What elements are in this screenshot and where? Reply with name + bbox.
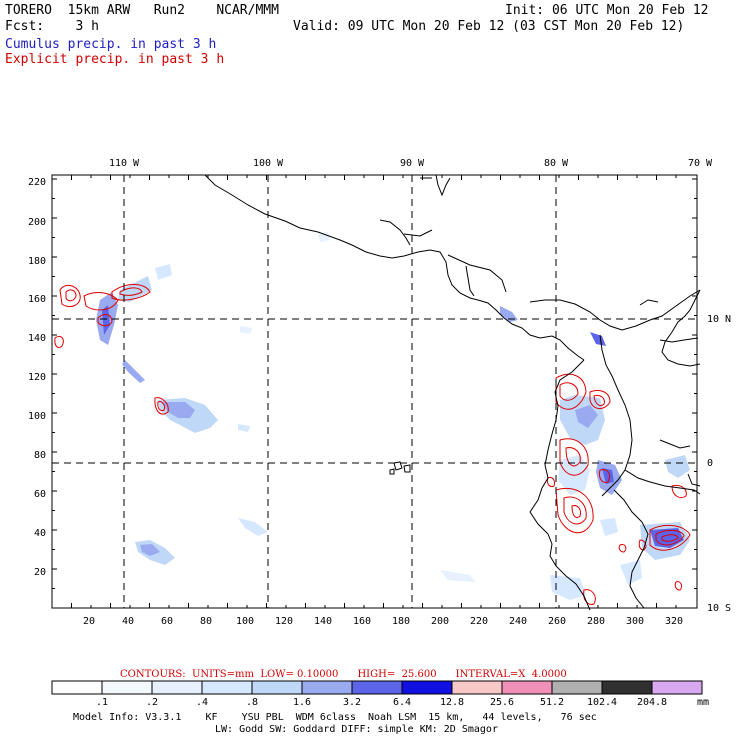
colorbar-label: 204.8 — [637, 697, 667, 708]
grid-x-label: 200 — [431, 616, 449, 627]
grid-x-label: 260 — [548, 616, 566, 627]
lat-label: 0 — [707, 458, 713, 469]
colorbar-swatch — [501, 680, 553, 695]
colorbar-label: 25.6 — [490, 697, 514, 708]
colorbar-label: .8 — [246, 697, 258, 708]
grid-x-label: 40 — [122, 616, 134, 627]
lat-label: 10 N — [707, 314, 731, 325]
grid-x-label: 280 — [587, 616, 605, 627]
grid-y-label: 120 — [28, 372, 46, 383]
colorbar-swatch — [251, 680, 303, 695]
lon-label: 110 W — [109, 158, 140, 169]
coastlines — [204, 174, 701, 611]
top-lon-labels: 110 W 100 W 90 W 80 W 70 W — [109, 158, 713, 169]
lon-label: 80 W — [544, 158, 569, 169]
right-lat-labels: 10 N 0 10 S — [707, 314, 731, 614]
grid-y-label: 40 — [34, 528, 46, 539]
lon-label: 100 W — [253, 158, 284, 169]
axis-ticks — [51, 175, 697, 609]
grid-y-label: 100 — [28, 411, 46, 422]
grid-x-label: 60 — [161, 616, 173, 627]
legend-cumulus: Cumulus precip. in past 3 h — [5, 37, 217, 52]
colorbar-label: .2 — [146, 697, 158, 708]
grid-x-label: 80 — [200, 616, 212, 627]
colorbar-label: 3.2 — [343, 697, 361, 708]
grid-x-label: 300 — [626, 616, 644, 627]
lon-label: 70 W — [688, 158, 713, 169]
colorbar-swatch — [301, 680, 353, 695]
colorbar-swatch — [551, 680, 603, 695]
grid-x-label: 100 — [236, 616, 254, 627]
graticule — [52, 175, 697, 608]
colorbar-swatch — [651, 680, 703, 695]
grid-y-label: 220 — [28, 177, 46, 188]
colorbar-label: 12.8 — [440, 697, 464, 708]
colorbar-label: 51.2 — [540, 697, 564, 708]
lat-label: 10 S — [707, 603, 731, 614]
forecast-hour: Fcst: 3 h — [5, 19, 99, 34]
left-grid-labels: 220 200 180 160 140 120 100 80 60 40 20 — [28, 177, 46, 578]
grid-y-label: 180 — [28, 256, 46, 267]
colorbar-swatch — [201, 680, 253, 695]
colorbar-labels: .1 .2 .4 .8 1.6 3.2 6.4 12.8 25.6 51.2 1… — [96, 697, 709, 708]
colorbar-swatch — [351, 680, 403, 695]
grid-x-label: 320 — [665, 616, 683, 627]
bottom-grid-labels: 20 40 60 80 100 120 140 160 180 200 220 … — [83, 616, 683, 627]
grid-x-label: 20 — [83, 616, 95, 627]
grid-y-label: 200 — [28, 217, 46, 228]
grid-x-label: 180 — [392, 616, 410, 627]
colorbar-swatch — [451, 680, 503, 695]
grid-y-label: 60 — [34, 489, 46, 500]
model-title: TORERO 15km ARW Run2 NCAR/MMM — [5, 3, 279, 18]
grid-y-label: 80 — [34, 450, 46, 461]
colorbar-label: 1.6 — [293, 697, 311, 708]
legend-explicit: Explicit precip. in past 3 h — [5, 52, 225, 67]
colorbar-unit: mm — [697, 697, 709, 708]
grid-x-label: 120 — [275, 616, 293, 627]
colorbar-label: .1 — [96, 697, 108, 708]
colorbar-swatch — [401, 680, 453, 695]
map-frame — [51, 174, 698, 609]
grid-y-label: 160 — [28, 294, 46, 305]
valid-time: Valid: 09 UTC Mon 20 Feb 12 (03 CST Mon … — [293, 19, 685, 34]
physics-info: LW: Godd SW: Goddard DIFF: simple KM: 2D… — [215, 724, 498, 735]
colorbar-swatch — [51, 680, 103, 695]
model-info: Model Info: V3.3.1 KF YSU PBL WDM 6class… — [73, 712, 597, 723]
colorbar-swatch — [601, 680, 653, 695]
contour-info: CONTOURS: UNITS=mm LOW= 0.10000 HIGH= 25… — [120, 669, 567, 680]
colorbar-swatch — [101, 680, 153, 695]
grid-y-label: 20 — [34, 567, 46, 578]
grid-x-label: 240 — [509, 616, 527, 627]
colorbar-swatch — [151, 680, 203, 695]
colorbar — [51, 680, 703, 695]
init-time: Init: 06 UTC Mon 20 Feb 12 — [505, 3, 709, 18]
grid-y-label: 140 — [28, 333, 46, 344]
colorbar-label: 102.4 — [587, 697, 617, 708]
colorbar-label: 6.4 — [393, 697, 411, 708]
colorbar-label: .4 — [196, 697, 208, 708]
cumulus-precip-shading — [96, 232, 690, 600]
lon-label: 90 W — [400, 158, 425, 169]
grid-x-label: 220 — [470, 616, 488, 627]
grid-x-label: 140 — [314, 616, 332, 627]
grid-x-label: 160 — [353, 616, 371, 627]
